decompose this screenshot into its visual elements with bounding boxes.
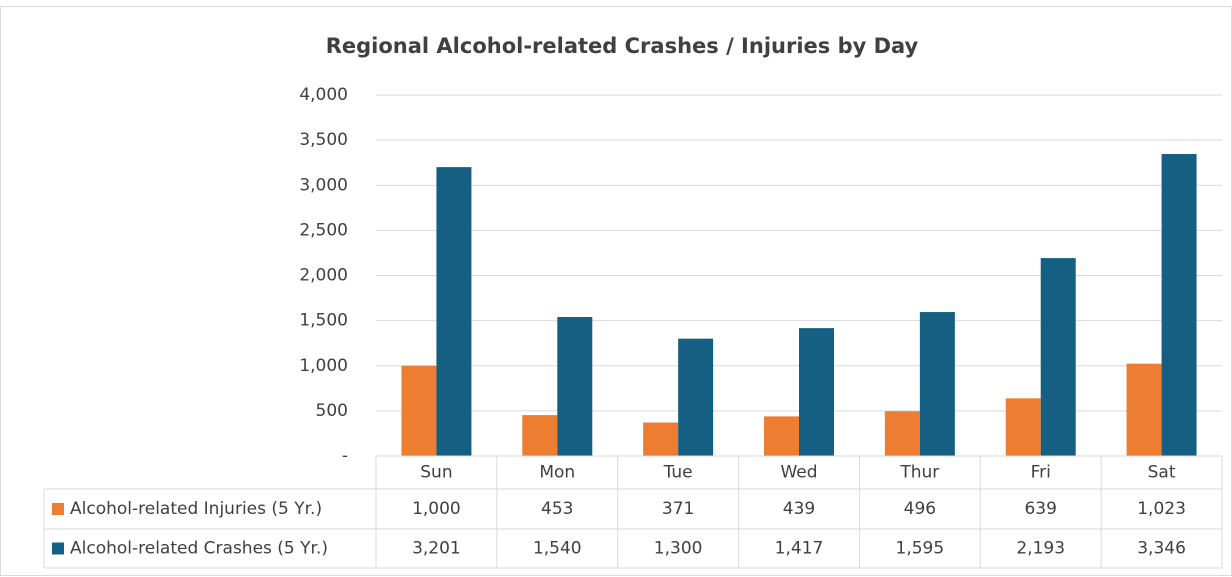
bar: [1005, 398, 1041, 456]
table-cell: 1,417: [775, 539, 824, 559]
table-cell: 1,000: [412, 499, 461, 519]
table-cell: 1,595: [896, 539, 945, 559]
x-tick-label: Fri: [1031, 463, 1051, 483]
y-tick-label: 2,500: [299, 220, 348, 240]
chart-title: Regional Alcohol-related Crashes / Injur…: [326, 34, 919, 58]
y-tick-label: -: [342, 446, 348, 466]
y-tick-label: 3,500: [299, 130, 348, 150]
bar: [678, 338, 714, 456]
bar: [643, 422, 679, 456]
legend-key: [52, 542, 64, 555]
legend-label: Alcohol-related Injuries (5 Yr.): [70, 499, 322, 519]
bar: [799, 328, 834, 456]
bar: [884, 411, 920, 456]
table-cell: 371: [662, 499, 694, 519]
bar: [557, 317, 593, 456]
bar: [436, 167, 472, 457]
x-tick-label: Thur: [899, 463, 939, 483]
y-tick-label: 500: [316, 401, 348, 421]
x-tick-label: Wed: [780, 463, 817, 483]
table-cell: 3,346: [1137, 539, 1186, 559]
table-cell: 1,023: [1137, 499, 1186, 519]
y-tick-label: 4,000: [299, 85, 348, 105]
y-tick-label: 3,000: [299, 175, 348, 195]
bar: [522, 415, 558, 456]
bar: [1040, 258, 1076, 456]
y-tick-label: 2,000: [299, 266, 348, 286]
legend-key: [52, 503, 64, 515]
table-cell: 1,300: [654, 539, 703, 559]
y-tick-label: 1,500: [299, 311, 348, 331]
bar: [919, 312, 955, 456]
x-tick-label: Sun: [420, 463, 452, 483]
table-cell: 3,201: [412, 539, 461, 559]
bar: [401, 365, 437, 456]
y-tick-label: 1,000: [299, 356, 348, 376]
bar: [1126, 363, 1162, 456]
table-cell: 639: [1024, 499, 1056, 519]
table-cell: 439: [783, 499, 815, 519]
x-tick-label: Tue: [663, 463, 693, 483]
table-cell: 496: [904, 499, 936, 519]
table-cell: 1,540: [533, 539, 582, 559]
bar: [764, 416, 799, 456]
bar: [1161, 154, 1197, 456]
table-cell: 2,193: [1016, 539, 1065, 559]
x-tick-label: Mon: [539, 463, 575, 483]
table-cell: 453: [541, 499, 573, 519]
x-tick-label: Sat: [1148, 463, 1176, 483]
legend-label: Alcohol-related Crashes (5 Yr.): [70, 539, 328, 559]
